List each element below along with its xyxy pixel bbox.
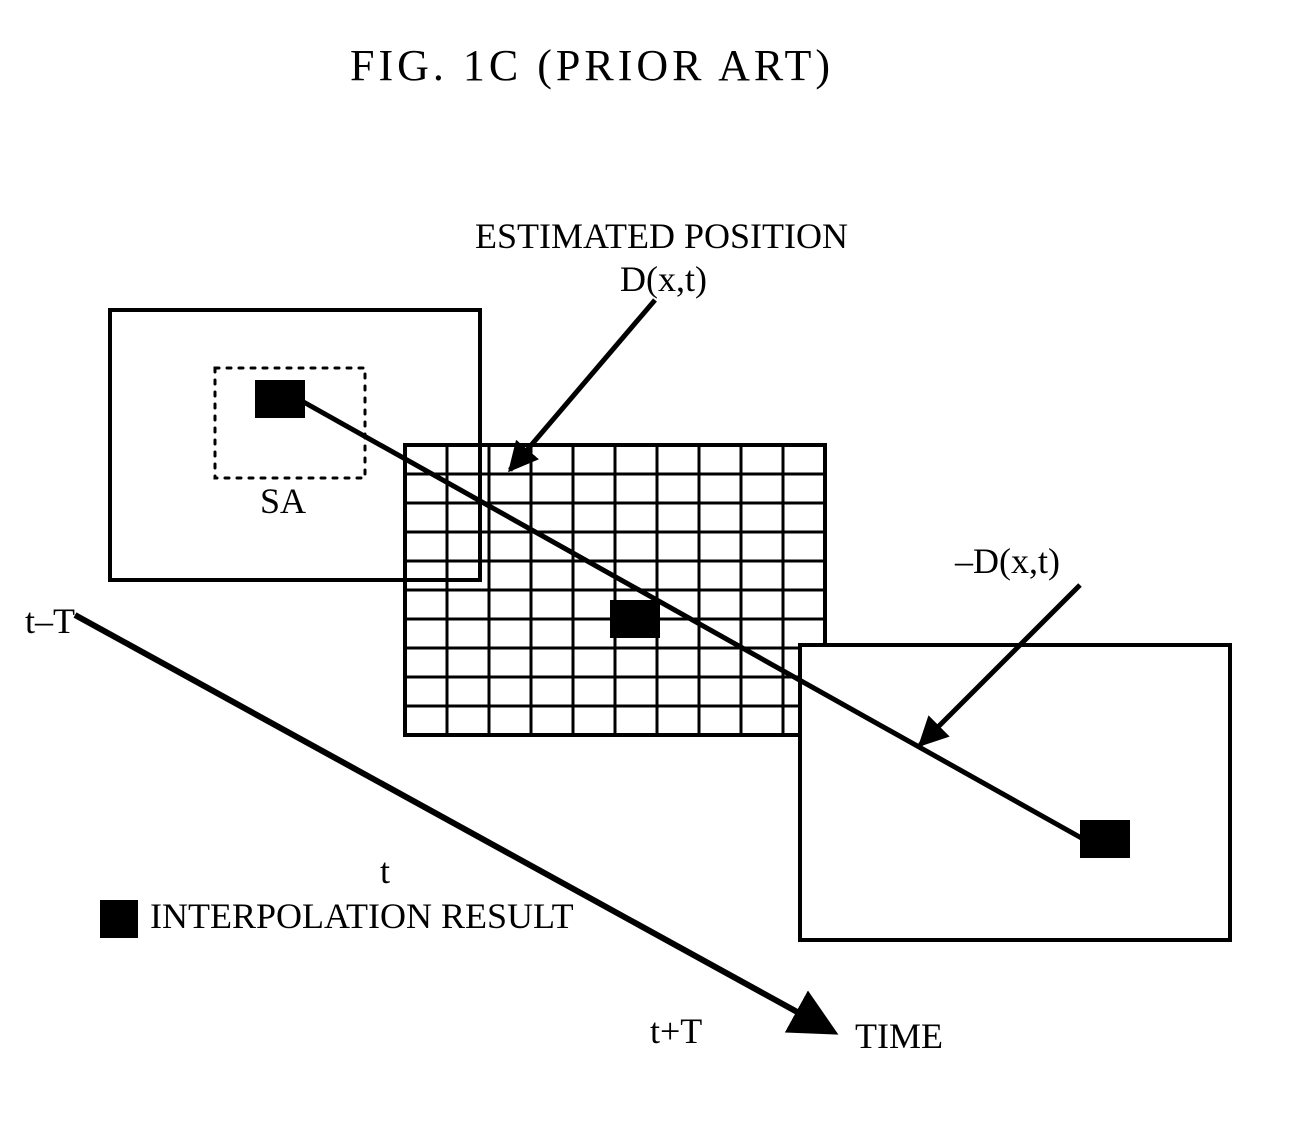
diagram-svg xyxy=(0,0,1302,1141)
label-estimated-position-line2: D(x,t) xyxy=(620,258,707,300)
block-left xyxy=(255,380,305,418)
label-t: t xyxy=(380,850,390,892)
label-estimated-position-line1: ESTIMATED POSITION xyxy=(475,215,848,257)
block-right xyxy=(1080,820,1130,858)
label-sa: SA xyxy=(260,480,306,522)
label-t-plus-T: t+T xyxy=(650,1010,702,1052)
label-minus-d: –D(x,t) xyxy=(955,540,1060,582)
label-legend: INTERPOLATION RESULT xyxy=(150,895,574,937)
label-time: TIME xyxy=(855,1015,943,1057)
label-t-minus-T: t–T xyxy=(25,600,75,642)
block-legend xyxy=(100,900,138,938)
block-middle xyxy=(610,600,660,638)
